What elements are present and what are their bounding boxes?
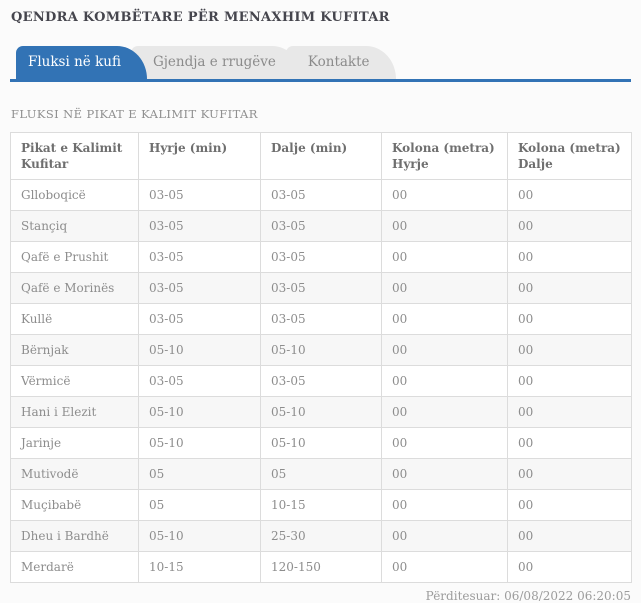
crossing-name-cell: Jarinje <box>10 427 139 459</box>
section-heading: FLUKSI NË PIKAT E KALIMIT KUFITAR <box>11 107 258 121</box>
value-cell: 10-15 <box>138 551 261 583</box>
value-cell: 00 <box>381 520 508 552</box>
last-updated-text: Përditesuar: 06/08/2022 06:20:05 <box>425 589 631 603</box>
table-row-stanciq: Stançiq 03-05 03-05 00 00 <box>10 210 632 242</box>
value-cell: 00 <box>381 303 508 335</box>
value-cell: 05-10 <box>138 334 261 366</box>
value-cell: 00 <box>507 365 632 397</box>
value-cell: 05-10 <box>138 427 261 459</box>
value-cell: 00 <box>507 210 632 242</box>
table-row-qafe-e-morines: Qafë e Morinës 03-05 03-05 00 00 <box>10 272 632 304</box>
table-head: Pikat e Kalimit Kufitar Hyrje (min) Dalje … <box>10 132 632 180</box>
value-cell: 03-05 <box>138 272 261 304</box>
crossing-name-cell: Qafë e Prushit <box>10 241 139 273</box>
value-cell: 00 <box>507 179 632 211</box>
value-cell: 03-05 <box>260 365 382 397</box>
value-cell: 120-150 <box>260 551 382 583</box>
value-cell: 00 <box>507 551 632 583</box>
value-cell: 05-10 <box>260 396 382 428</box>
value-cell: 03-05 <box>260 241 382 273</box>
value-cell: 00 <box>381 396 508 428</box>
table-body: Glloboqicë 03-05 03-05 00 00 Stançiq 03-05 03-0… <box>10 179 632 583</box>
crossing-name-cell: Mutivodë <box>10 458 139 490</box>
table-header-row: Pikat e Kalimit Kufitar Hyrje (min) Dalje … <box>10 132 632 180</box>
column-header-hyrje-min: Hyrje (min) <box>138 132 261 180</box>
value-cell: 05-10 <box>138 396 261 428</box>
table-row-mutivode: Mutivodë 05 05 00 00 <box>10 458 632 490</box>
value-cell: 00 <box>507 241 632 273</box>
table-row-mucibabe: Muçibabë 05 10-15 00 00 <box>10 489 632 521</box>
crossing-name-cell: Muçibabë <box>10 489 139 521</box>
value-cell: 00 <box>381 365 508 397</box>
border-crossings-table: Pikat e Kalimit Kufitar Hyrje (min) Dalje … <box>10 132 632 583</box>
value-cell: 25-30 <box>260 520 382 552</box>
table-row-merdare: Merdarë 10-15 120-150 00 00 <box>10 551 632 583</box>
value-cell: 03-05 <box>260 179 382 211</box>
value-cell: 00 <box>507 427 632 459</box>
crossing-name-cell: Stançiq <box>10 210 139 242</box>
value-cell: 00 <box>507 396 632 428</box>
value-cell: 00 <box>381 241 508 273</box>
tab-bar: Fluksi në kufi Gjendja e rrugëve Kontakte <box>10 46 631 82</box>
value-cell: 03-05 <box>138 241 261 273</box>
value-cell: 00 <box>381 334 508 366</box>
tab-gjendja-e-rrugeve[interactable]: Gjendja e rrugëve <box>130 46 302 79</box>
crossing-name-cell: Merdarë <box>10 551 139 583</box>
tab-kontakte[interactable]: Kontakte <box>285 46 396 79</box>
value-cell: 05 <box>138 489 261 521</box>
value-cell: 03-05 <box>260 303 382 335</box>
value-cell: 00 <box>507 520 632 552</box>
table-row-glloboqice: Glloboqicë 03-05 03-05 00 00 <box>10 179 632 211</box>
column-header-pikat-e-kalimit-kufitar: Pikat e Kalimit Kufitar <box>10 132 139 180</box>
column-header-kolona-metra-hyrje: Kolona (metra) Hyrje <box>381 132 508 180</box>
value-cell: 00 <box>507 272 632 304</box>
value-cell: 10-15 <box>260 489 382 521</box>
value-cell: 00 <box>381 551 508 583</box>
column-header-dalje-min: Dalje (min) <box>260 132 382 180</box>
value-cell: 00 <box>381 272 508 304</box>
tab-fluksi-ne-kufi[interactable]: Fluksi në kufi <box>16 46 147 79</box>
crossing-name-cell: Bërnjak <box>10 334 139 366</box>
value-cell: 00 <box>507 303 632 335</box>
crossing-name-cell: Hani i Elezit <box>10 396 139 428</box>
column-header-kolona-metra-dalje: Kolona (metra) Dalje <box>507 132 632 180</box>
value-cell: 00 <box>381 427 508 459</box>
value-cell: 00 <box>507 334 632 366</box>
value-cell: 00 <box>381 179 508 211</box>
crossing-name-cell: Glloboqicë <box>10 179 139 211</box>
value-cell: 00 <box>381 458 508 490</box>
crossing-name-cell: Vërmicë <box>10 365 139 397</box>
table-row-kulle: Kullë 03-05 03-05 00 00 <box>10 303 632 335</box>
value-cell: 00 <box>507 489 632 521</box>
crossing-name-cell: Qafë e Morinës <box>10 272 139 304</box>
value-cell: 00 <box>381 489 508 521</box>
value-cell: 03-05 <box>138 179 261 211</box>
value-cell: 05-10 <box>138 520 261 552</box>
value-cell: 03-05 <box>138 303 261 335</box>
crossing-name-cell: Kullë <box>10 303 139 335</box>
value-cell: 03-05 <box>260 272 382 304</box>
value-cell: 03-05 <box>260 210 382 242</box>
table-row-bernjak: Bërnjak 05-10 05-10 00 00 <box>10 334 632 366</box>
table-row-qafe-e-prushit: Qafë e Prushit 03-05 03-05 00 00 <box>10 241 632 273</box>
value-cell: 05-10 <box>260 334 382 366</box>
value-cell: 05 <box>138 458 261 490</box>
value-cell: 00 <box>507 458 632 490</box>
crossing-name-cell: Dheu i Bardhë <box>10 520 139 552</box>
table-row-dheu-i-bardhe: Dheu i Bardhë 05-10 25-30 00 00 <box>10 520 632 552</box>
table-row-hani-i-elezit: Hani i Elezit 05-10 05-10 00 00 <box>10 396 632 428</box>
value-cell: 05 <box>260 458 382 490</box>
value-cell: 03-05 <box>138 210 261 242</box>
page-title: QENDRA KOMBËTARE PËR MENAXHIM KUFITAR <box>11 10 390 25</box>
table-row-vermice: Vërmicë 03-05 03-05 00 00 <box>10 365 632 397</box>
value-cell: 03-05 <box>138 365 261 397</box>
table-row-jarinje: Jarinje 05-10 05-10 00 00 <box>10 427 632 459</box>
value-cell: 00 <box>381 210 508 242</box>
value-cell: 05-10 <box>260 427 382 459</box>
